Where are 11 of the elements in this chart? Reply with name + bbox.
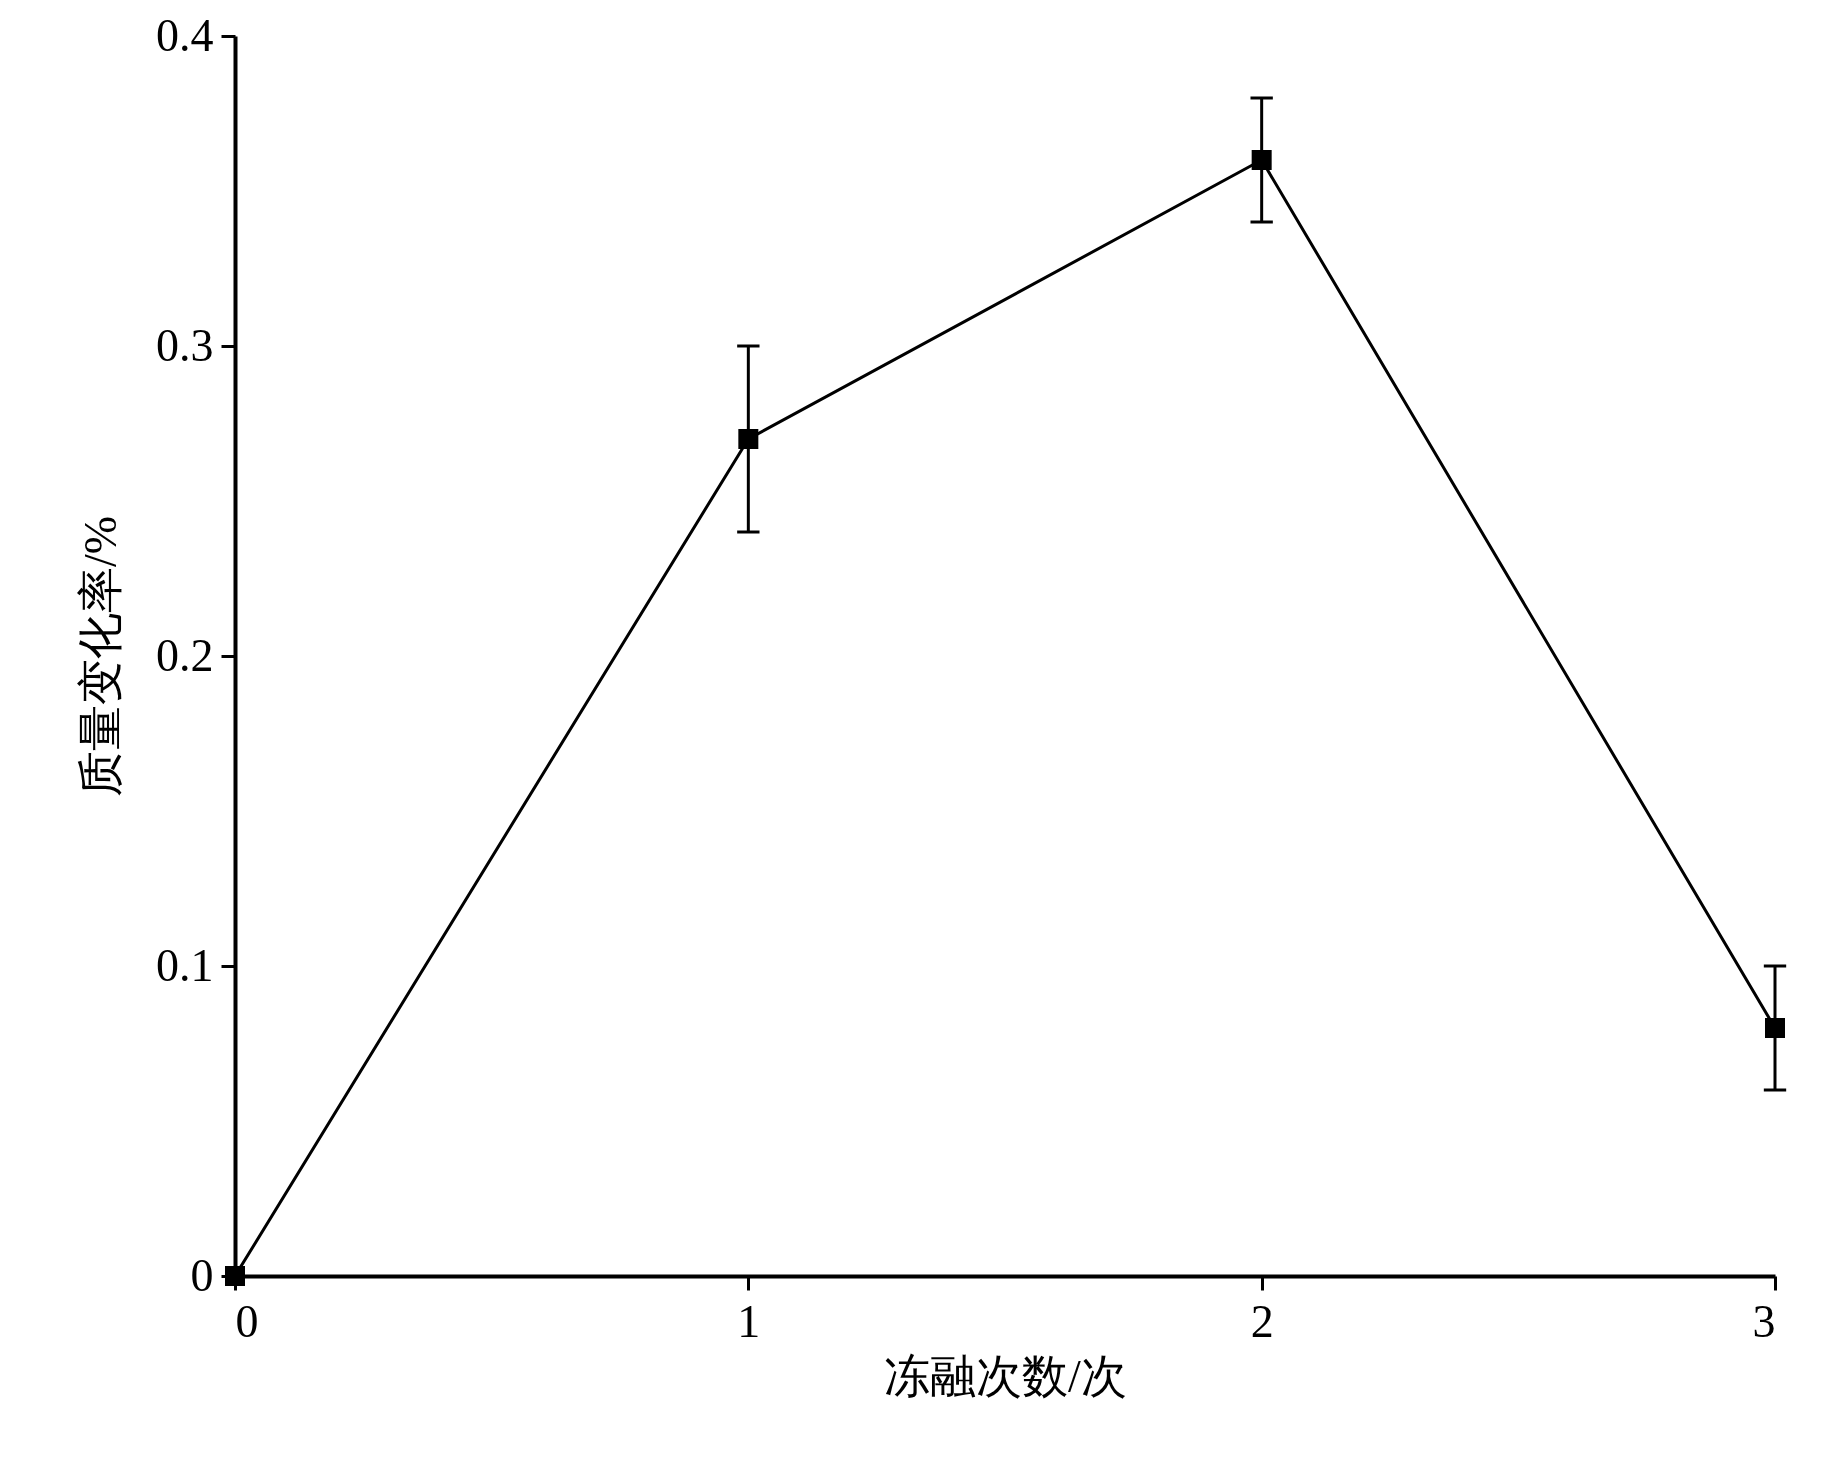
y-tick-label: 0 xyxy=(190,1249,214,1301)
x-tick-label: 3 xyxy=(1752,1295,1776,1347)
x-tick-label: 0 xyxy=(235,1295,259,1347)
y-tick-label: 0.1 xyxy=(156,939,214,991)
x-tick-label: 1 xyxy=(737,1295,761,1347)
y-tick-label: 0.3 xyxy=(156,319,214,371)
x-tick-label: 2 xyxy=(1250,1295,1274,1347)
x-axis-title: 冻融次数/次 xyxy=(884,1350,1127,1402)
y-tick-label: 0.4 xyxy=(156,9,214,61)
y-tick-label: 0.2 xyxy=(156,629,214,681)
y-axis-title: 质量变化率/% xyxy=(75,515,126,798)
